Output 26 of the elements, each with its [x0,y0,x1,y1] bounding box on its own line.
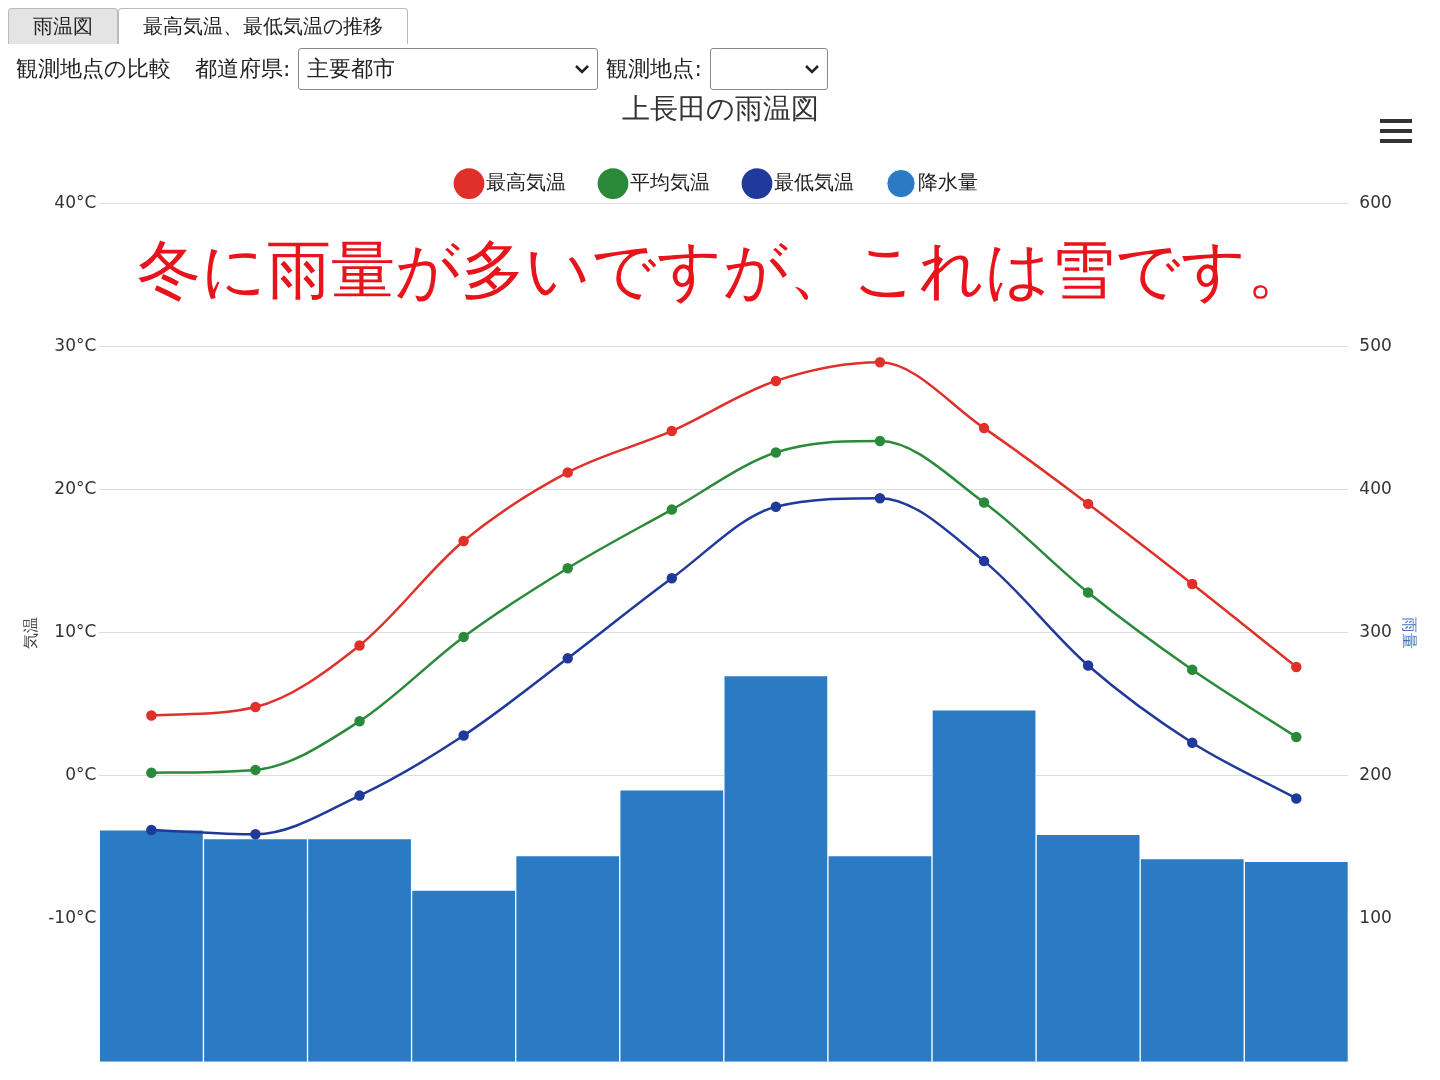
text: 主要都市 [307,55,396,83]
chart-title: 上長田の雨温図 [621,92,819,126]
legend-label: 降水量 [918,169,978,194]
y2-tick-label: 500 [1359,335,1392,356]
text: 観測地点: [606,55,702,83]
legend-label: 最低気温 [774,169,854,194]
text: 都道府県: [195,55,291,83]
text: 雨温図 [8,8,118,44]
y2-axis-title: 雨量 [1400,616,1420,649]
y2-tick-label: 600 [1359,192,1392,213]
legend-label: 最高気温 [486,169,566,194]
legend-label: 平均気温 [630,169,710,194]
y2-tick-label: 200 [1359,764,1392,785]
y-tick-label: 0°C [65,764,97,785]
y2-tick-label: 400 [1359,478,1392,499]
annotation: 冬に雨量が多いですが、これは雪です。 [136,232,1311,307]
y-tick-label: 30°C [54,335,97,356]
y-axis-title: 気温 [20,616,40,649]
y-tick-label: 10°C [54,621,97,642]
text: 観測地点の比較 [16,55,171,83]
y-tick-label: 40°C [54,192,97,213]
text: 最高気温、最低気温の推移 [118,8,408,44]
y-tick-label: -10°C [48,907,97,928]
y2-tick-label: 300 [1359,621,1392,642]
y-tick-label: 20°C [54,478,97,499]
y2-tick-label: 100 [1359,907,1392,928]
